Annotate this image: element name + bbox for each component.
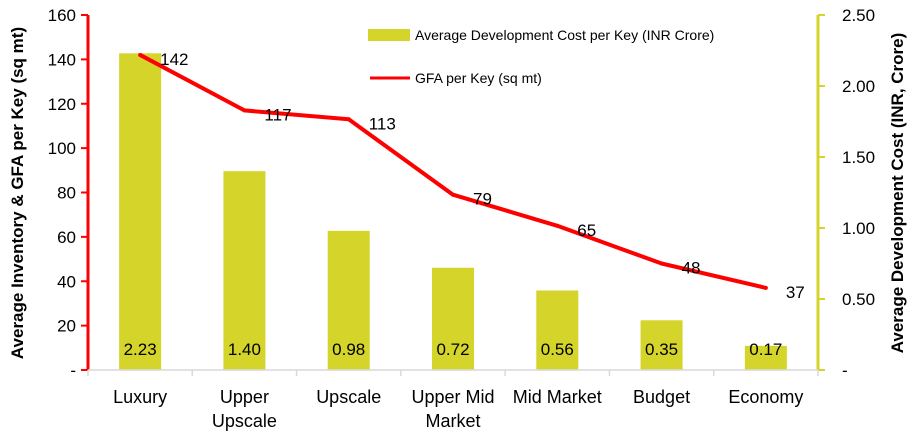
bar — [744, 345, 787, 370]
line-data-label: 117 — [264, 105, 291, 124]
bar — [223, 171, 266, 370]
data-labels: 142 117 113 79 65 48 37 2.23 1.40 0.98 0.72 0.56 0.3… — [124, 50, 805, 359]
left-tick-label: 140 — [48, 50, 76, 69]
bar-data-label: 0.17 — [749, 340, 782, 359]
bar — [640, 320, 683, 370]
bar-data-label: 0.98 — [332, 340, 365, 359]
category-label: Market — [425, 411, 480, 431]
line-data-label: 48 — [682, 259, 701, 278]
bar-data-label: 1.40 — [228, 340, 261, 359]
right-tick-label: 1.00 — [842, 219, 875, 238]
left-tick-label: 80 — [57, 184, 76, 203]
left-tick-label: - — [70, 361, 76, 380]
right-tick-label: 1.50 — [842, 148, 875, 167]
legend-label-line: GFA per Key (sq mt) — [415, 70, 542, 86]
legend-swatch-bar — [368, 29, 410, 41]
bar — [536, 290, 579, 370]
left-axis-title: Average Inventory & GFA per Key (sq mt) — [8, 27, 27, 359]
right-tick-label: 2.00 — [842, 77, 875, 96]
bar-data-label: 2.23 — [124, 340, 157, 359]
bar-data-label: 0.72 — [436, 340, 469, 359]
right-tick-label: - — [842, 361, 848, 380]
right-axis-title: Average Development Cost (INR, Crore) — [888, 33, 907, 354]
bar-data-label: 0.35 — [645, 340, 678, 359]
line-data-label: 65 — [577, 221, 596, 240]
category-label: Upper — [220, 387, 269, 407]
bar — [119, 53, 162, 371]
category-label: Upscale — [316, 387, 381, 407]
left-tick-label: 60 — [57, 228, 76, 247]
right-tick-label: 0.50 — [842, 290, 875, 309]
left-tick-label: 120 — [48, 95, 76, 114]
line-data-label: 142 — [160, 50, 188, 69]
axes: - 20 40 60 80 100 120 140 160 - 0.50 1.00 1.50 2.00 2.… — [48, 6, 875, 431]
bar — [327, 230, 370, 370]
category-label: Economy — [728, 387, 803, 407]
legend: Average Development Cost per Key (INR Cr… — [368, 27, 714, 86]
line-point — [346, 117, 351, 122]
category-label: Mid Market — [513, 387, 602, 407]
line-data-label: 37 — [786, 283, 805, 302]
category-label: Luxury — [113, 387, 167, 407]
line-point — [555, 223, 560, 228]
line-series — [138, 52, 768, 290]
line-point — [138, 52, 143, 57]
line-point — [451, 192, 455, 197]
left-tick-label: 40 — [57, 272, 76, 291]
category-label: Budget — [633, 387, 690, 407]
left-tick-label: 160 — [48, 6, 76, 25]
bar-series — [119, 53, 787, 371]
category-label: Upscale — [212, 411, 277, 431]
right-tick-label: 2.50 — [842, 6, 875, 25]
line-point — [659, 261, 664, 266]
bar-data-label: 0.56 — [541, 340, 574, 359]
legend-label-bar: Average Development Cost per Key (INR Cr… — [415, 27, 714, 43]
category-label: Upper Mid — [411, 387, 494, 407]
left-tick-label: 20 — [57, 317, 76, 336]
line-data-label: 79 — [473, 190, 492, 209]
line-data-label: 113 — [369, 114, 396, 133]
line-point — [763, 285, 768, 290]
bar — [432, 267, 474, 370]
left-tick-label: 100 — [48, 139, 76, 158]
line-point — [242, 108, 247, 113]
